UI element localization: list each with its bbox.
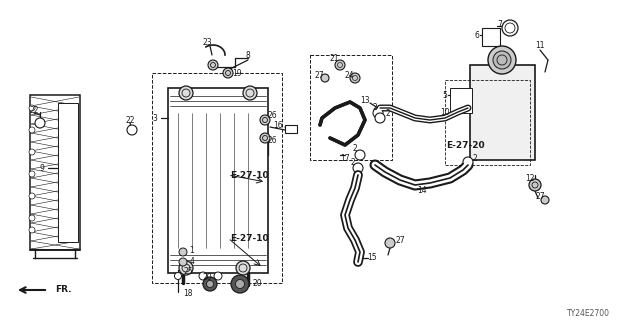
Circle shape bbox=[179, 86, 193, 100]
Circle shape bbox=[199, 272, 207, 280]
Circle shape bbox=[29, 127, 35, 133]
Text: 4: 4 bbox=[189, 257, 195, 266]
Text: 2: 2 bbox=[353, 143, 357, 153]
Text: 26: 26 bbox=[267, 110, 277, 119]
Circle shape bbox=[335, 60, 345, 70]
Text: 23: 23 bbox=[202, 37, 212, 46]
Bar bbox=[285, 125, 297, 133]
Text: 2: 2 bbox=[472, 154, 477, 163]
Text: 15: 15 bbox=[367, 253, 377, 262]
Text: 3: 3 bbox=[152, 114, 157, 123]
Circle shape bbox=[179, 261, 193, 275]
Text: 8: 8 bbox=[246, 51, 250, 60]
Circle shape bbox=[207, 281, 214, 287]
Circle shape bbox=[29, 227, 35, 233]
Text: TY24E2700: TY24E2700 bbox=[567, 308, 610, 317]
Circle shape bbox=[541, 196, 549, 204]
Circle shape bbox=[29, 193, 35, 199]
Text: 12: 12 bbox=[525, 173, 535, 182]
Text: 25: 25 bbox=[183, 268, 193, 276]
Text: 24: 24 bbox=[344, 70, 354, 79]
Text: E-27-20: E-27-20 bbox=[446, 140, 484, 149]
Bar bbox=[58, 103, 78, 242]
Text: 9: 9 bbox=[40, 164, 44, 172]
Circle shape bbox=[127, 125, 137, 135]
Circle shape bbox=[373, 108, 383, 118]
Bar bbox=[30, 95, 80, 250]
Circle shape bbox=[35, 118, 45, 128]
Text: 26: 26 bbox=[267, 135, 277, 145]
Bar bbox=[310, 55, 392, 160]
Circle shape bbox=[179, 248, 187, 256]
Circle shape bbox=[29, 215, 35, 221]
Circle shape bbox=[208, 60, 218, 70]
Bar bbox=[450, 88, 472, 113]
Circle shape bbox=[385, 238, 395, 248]
Circle shape bbox=[236, 261, 250, 275]
Text: 19: 19 bbox=[232, 68, 242, 77]
Circle shape bbox=[375, 113, 385, 123]
Circle shape bbox=[355, 150, 365, 160]
Text: E-27-10: E-27-10 bbox=[230, 171, 269, 180]
Text: 7: 7 bbox=[497, 20, 502, 28]
Circle shape bbox=[214, 272, 222, 280]
Circle shape bbox=[488, 46, 516, 74]
Circle shape bbox=[505, 23, 515, 33]
Circle shape bbox=[321, 74, 329, 82]
Text: 16: 16 bbox=[273, 121, 283, 130]
Text: 27: 27 bbox=[535, 191, 545, 201]
Text: 22: 22 bbox=[29, 106, 39, 115]
Text: 11: 11 bbox=[535, 41, 545, 50]
Circle shape bbox=[260, 115, 270, 125]
Text: 2: 2 bbox=[385, 108, 390, 117]
Circle shape bbox=[243, 86, 257, 100]
Bar bbox=[482, 28, 500, 46]
Circle shape bbox=[502, 20, 518, 36]
Circle shape bbox=[236, 279, 244, 289]
Text: 22: 22 bbox=[125, 116, 135, 124]
Bar bbox=[152, 73, 282, 283]
Text: 20: 20 bbox=[202, 273, 212, 282]
Text: 6: 6 bbox=[475, 30, 479, 39]
Circle shape bbox=[29, 149, 35, 155]
Bar bbox=[445, 80, 530, 165]
Circle shape bbox=[353, 163, 363, 173]
Circle shape bbox=[29, 171, 35, 177]
Text: E-27-10: E-27-10 bbox=[230, 234, 269, 243]
Circle shape bbox=[350, 73, 360, 83]
Circle shape bbox=[223, 68, 233, 78]
Circle shape bbox=[203, 277, 217, 291]
Text: 17: 17 bbox=[340, 154, 350, 163]
Text: 21: 21 bbox=[329, 53, 339, 62]
Circle shape bbox=[179, 258, 187, 266]
Bar bbox=[168, 88, 268, 273]
Circle shape bbox=[463, 157, 473, 167]
Circle shape bbox=[29, 105, 35, 111]
Text: 10: 10 bbox=[440, 108, 450, 116]
Bar bbox=[470, 65, 535, 160]
Text: 2: 2 bbox=[351, 157, 355, 166]
Text: 14: 14 bbox=[417, 186, 427, 195]
Text: 5: 5 bbox=[443, 91, 447, 100]
Text: 27: 27 bbox=[314, 70, 324, 79]
Text: 20: 20 bbox=[252, 279, 262, 289]
Text: 2: 2 bbox=[372, 102, 378, 111]
Circle shape bbox=[529, 179, 541, 191]
Text: 18: 18 bbox=[183, 289, 193, 298]
Text: 27: 27 bbox=[395, 236, 404, 244]
Text: 13: 13 bbox=[360, 95, 370, 105]
Circle shape bbox=[493, 51, 511, 69]
Circle shape bbox=[231, 275, 249, 293]
Circle shape bbox=[175, 273, 182, 279]
Text: FR.: FR. bbox=[55, 284, 72, 293]
Circle shape bbox=[260, 133, 270, 143]
Text: 1: 1 bbox=[189, 245, 195, 254]
